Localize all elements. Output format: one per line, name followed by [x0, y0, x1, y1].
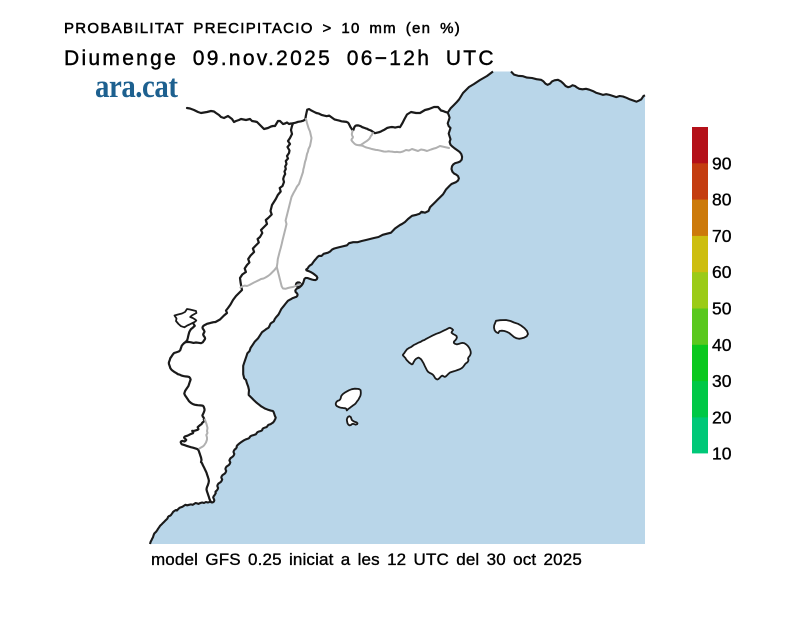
svg-text:70: 70: [712, 226, 732, 246]
svg-text:90: 90: [712, 153, 732, 173]
svg-text:50: 50: [712, 299, 732, 319]
svg-text:30: 30: [712, 371, 732, 391]
svg-text:40: 40: [712, 335, 732, 355]
svg-text:20: 20: [712, 407, 732, 427]
svg-text:80: 80: [712, 190, 732, 210]
svg-text:10: 10: [712, 444, 732, 464]
svg-text:60: 60: [712, 262, 732, 282]
